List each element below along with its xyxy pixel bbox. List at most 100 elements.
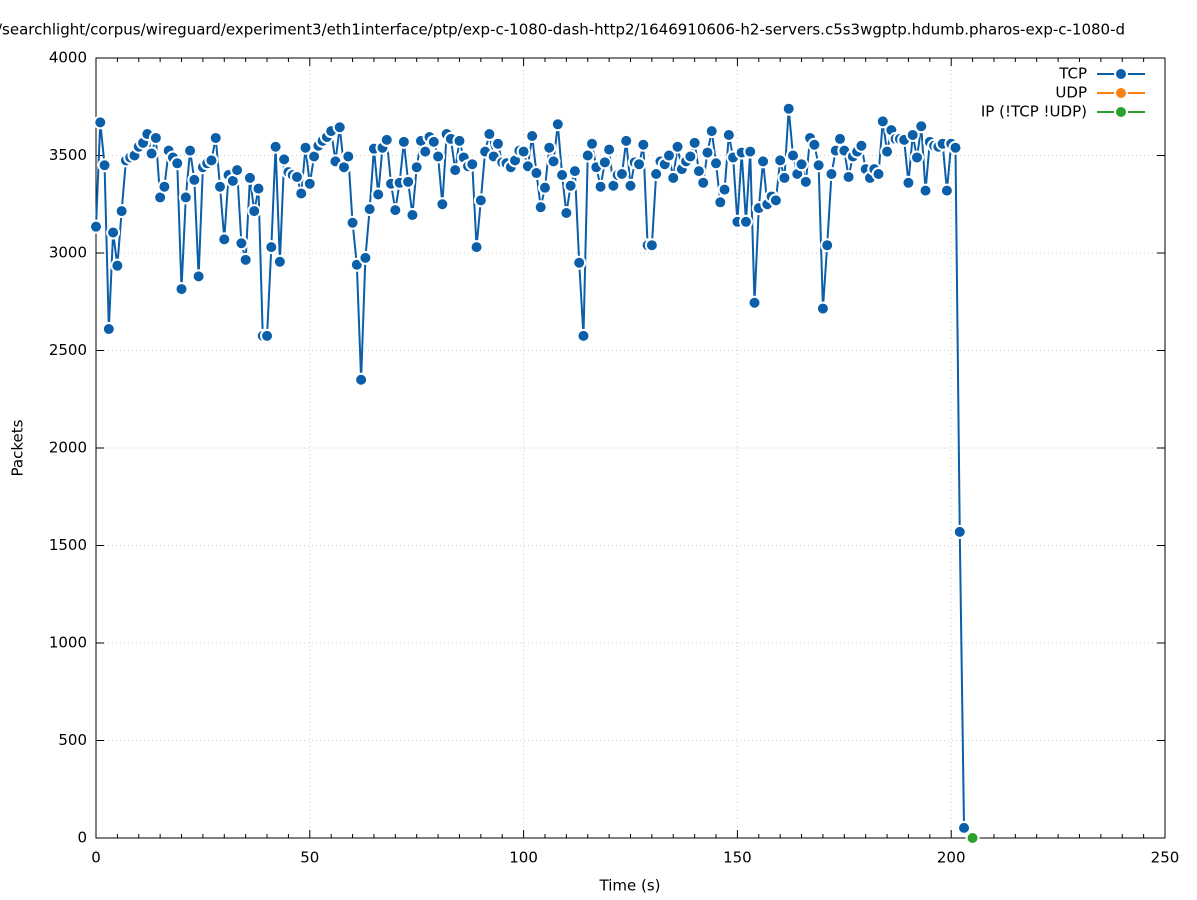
data-point bbox=[490, 136, 505, 151]
data-point bbox=[768, 193, 783, 208]
data-point bbox=[901, 175, 916, 190]
data-point bbox=[721, 128, 736, 143]
data-point bbox=[448, 163, 463, 178]
data-point bbox=[781, 101, 796, 116]
data-point bbox=[687, 135, 702, 150]
data-point bbox=[550, 117, 565, 132]
data-point bbox=[362, 202, 377, 217]
data-point bbox=[208, 130, 223, 145]
data-point bbox=[756, 154, 771, 169]
data-point bbox=[909, 150, 924, 165]
data-point bbox=[952, 524, 967, 539]
data-point bbox=[289, 169, 304, 184]
legend-marker bbox=[1114, 86, 1128, 100]
data-point bbox=[204, 153, 219, 168]
data-point bbox=[114, 204, 129, 219]
x-tick-label: 250 bbox=[1151, 849, 1180, 867]
data-point bbox=[833, 131, 848, 146]
data-point bbox=[773, 153, 788, 168]
data-point bbox=[632, 157, 647, 172]
data-point bbox=[871, 167, 886, 182]
data-point bbox=[101, 322, 116, 337]
data-point bbox=[555, 168, 570, 182]
data-point bbox=[371, 187, 386, 202]
data-point bbox=[905, 128, 920, 143]
data-point bbox=[563, 178, 578, 193]
data-point bbox=[614, 167, 629, 182]
data-point bbox=[242, 170, 257, 185]
x-tick-label: 100 bbox=[509, 849, 538, 867]
data-point bbox=[965, 831, 980, 845]
data-point bbox=[525, 129, 540, 143]
data-point bbox=[260, 328, 275, 343]
data-point bbox=[713, 195, 728, 210]
data-point bbox=[97, 158, 112, 173]
data-point bbox=[405, 207, 420, 222]
x-tick-label: 150 bbox=[723, 849, 752, 867]
data-point bbox=[213, 179, 228, 194]
legend-label: IP (!TCP !UDP) bbox=[981, 103, 1087, 121]
legend-marker bbox=[1114, 105, 1128, 119]
y-tick-label: 1500 bbox=[49, 536, 87, 554]
data-point bbox=[777, 170, 792, 185]
data-point bbox=[144, 146, 159, 161]
data-point bbox=[452, 133, 467, 148]
data-point bbox=[670, 139, 685, 154]
data-point bbox=[533, 200, 548, 215]
data-point bbox=[683, 149, 698, 164]
y-tick-label: 3500 bbox=[49, 146, 87, 164]
data-point bbox=[409, 160, 424, 175]
data-point bbox=[636, 137, 651, 152]
data-point bbox=[700, 145, 715, 160]
data-point bbox=[914, 119, 929, 134]
data-point bbox=[272, 254, 287, 269]
data-point bbox=[696, 175, 711, 190]
data-point bbox=[875, 114, 890, 129]
data-point bbox=[623, 178, 638, 193]
data-point bbox=[431, 149, 446, 164]
data-point bbox=[93, 115, 108, 130]
y-tick-label: 4000 bbox=[49, 49, 87, 67]
x-tick-label: 0 bbox=[91, 849, 101, 867]
data-point bbox=[691, 164, 706, 179]
data-point bbox=[89, 219, 103, 234]
data-point bbox=[345, 215, 360, 230]
data-point bbox=[743, 144, 758, 159]
data-point bbox=[593, 179, 608, 194]
data-point bbox=[709, 156, 724, 171]
data-point bbox=[948, 140, 963, 155]
data-point bbox=[148, 130, 163, 145]
data-point bbox=[435, 197, 450, 212]
x-axis-label: Time (s) bbox=[599, 877, 661, 895]
data-point bbox=[738, 214, 753, 229]
data-point bbox=[482, 127, 497, 142]
legend-label: TCP bbox=[1058, 65, 1087, 83]
data-point bbox=[580, 148, 595, 163]
legend-label: UDP bbox=[1055, 84, 1087, 102]
data-point bbox=[191, 269, 206, 284]
data-point bbox=[597, 155, 612, 170]
data-point bbox=[798, 174, 813, 189]
data-point bbox=[110, 258, 125, 273]
data-point bbox=[358, 250, 373, 265]
data-point bbox=[820, 238, 835, 253]
data-point bbox=[559, 206, 574, 221]
plot-frame bbox=[95, 57, 1166, 839]
data-point bbox=[747, 295, 762, 310]
data-point bbox=[473, 193, 488, 208]
data-point bbox=[469, 240, 484, 255]
data-point bbox=[294, 186, 309, 201]
data-point bbox=[880, 144, 895, 159]
data-point bbox=[811, 158, 826, 173]
data-point bbox=[572, 255, 587, 270]
data-point bbox=[396, 134, 411, 149]
data-point bbox=[183, 143, 198, 158]
data-point bbox=[841, 169, 856, 184]
data-point bbox=[354, 372, 369, 387]
data-point bbox=[157, 179, 172, 194]
data-point bbox=[794, 157, 809, 172]
data-point bbox=[585, 136, 600, 151]
y-tick-label: 3000 bbox=[49, 244, 87, 262]
data-point bbox=[426, 134, 441, 149]
